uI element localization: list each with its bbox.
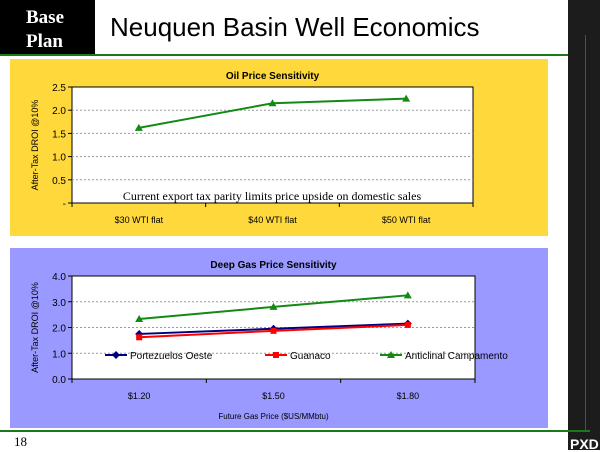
badge-line-2: Plan <box>26 31 63 52</box>
data-point <box>134 123 143 131</box>
chart-title: Deep Gas Price Sensitivity <box>210 260 337 271</box>
page-number: 18 <box>14 434 27 449</box>
y-tick-label: 0.5 <box>52 176 66 187</box>
y-tick-label: 3.0 <box>52 298 66 309</box>
y-tick-label: - <box>63 199 66 210</box>
legend-label: Anticlinal Campamento <box>405 351 508 362</box>
plot-area <box>71 86 474 204</box>
company-logo: PXD <box>570 436 599 452</box>
data-point <box>135 315 144 323</box>
oil-chart-panel: Oil Price Sensitivity - 0.5 1.0 1.5 2.0 2.5 $30… <box>10 59 548 236</box>
y-tick-label: 1.0 <box>52 153 66 164</box>
y-tick-label: 2.0 <box>52 324 66 335</box>
y-axis-label: After-Tax DROI @10% <box>30 282 40 373</box>
right-sidebar <box>568 0 600 450</box>
gas-chart: Deep Gas Price Sensitivity 0.0 1.0 2.0 3.0 4.… <box>30 260 508 421</box>
legend-marker <box>273 352 279 358</box>
gas-chart-panel: Deep Gas Price Sensitivity 0.0 1.0 2.0 3.0 4.… <box>10 248 548 428</box>
data-point <box>270 327 277 334</box>
y-tick-label: 2.0 <box>52 106 66 117</box>
y-axis-label: After-Tax DROI @10% <box>30 100 40 191</box>
data-point <box>136 334 143 341</box>
data-point <box>269 302 278 310</box>
y-tick-label: 1.5 <box>52 129 66 140</box>
x-tick-label: $30 WTI flat <box>115 215 164 225</box>
data-point <box>268 99 277 107</box>
badge-line-1: Base <box>26 7 64 28</box>
slide-title: Neuquen Basin Well Economics <box>110 12 480 42</box>
x-tick-label: $1.50 <box>262 391 285 401</box>
footer-divider <box>0 430 590 432</box>
section-badge: Base Plan <box>0 0 95 56</box>
y-tick-label: 4.0 <box>52 272 66 283</box>
y-tick-label: 0.0 <box>52 375 66 386</box>
x-axis-label: Future Gas Price ($US/MMbtu) <box>218 412 329 421</box>
legend-label: Portezuelos Oeste <box>130 351 213 362</box>
x-tick-label: $1.20 <box>128 391 151 401</box>
data-point <box>402 94 411 102</box>
sidebar-line <box>585 35 586 430</box>
y-tick-label: 1.0 <box>52 349 66 360</box>
x-tick-label: $50 WTI flat <box>382 215 431 225</box>
chart-annotation: Current export tax parity limits price u… <box>123 189 422 203</box>
legend-marker <box>387 351 395 358</box>
chart-title: Oil Price Sensitivity <box>226 71 320 82</box>
x-tick-label: $1.80 <box>397 391 420 401</box>
data-point <box>403 291 412 299</box>
data-point <box>404 321 411 328</box>
x-tick-label: $40 WTI flat <box>248 215 297 225</box>
oil-chart: Oil Price Sensitivity - 0.5 1.0 1.5 2.0 2.5 $30… <box>30 71 474 225</box>
y-tick-label: 2.5 <box>52 83 66 94</box>
legend-marker <box>112 351 120 359</box>
header-divider <box>0 54 590 56</box>
legend-label: Guanaco <box>290 351 331 362</box>
